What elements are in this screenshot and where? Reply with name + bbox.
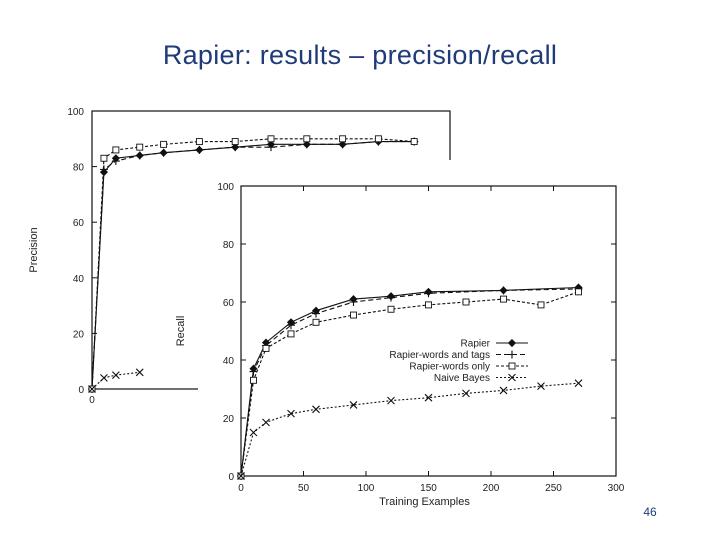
recall-data-point	[312, 318, 320, 326]
legend-marker	[508, 373, 516, 382]
recall-data-point	[312, 405, 320, 414]
precision-y-tick-label: 80	[73, 163, 85, 174]
recall-data-point	[287, 330, 295, 338]
precision-y-tick-label: 60	[73, 218, 85, 229]
recall-y-tick-label: 80	[223, 240, 235, 251]
legend-label: Naive Bayes	[434, 373, 490, 384]
recall-series-line	[240, 382, 579, 477]
legend-label: Rapier-words only	[409, 362, 490, 373]
precision-data-point	[136, 143, 144, 151]
recall-x-tick-label: 50	[298, 483, 310, 494]
precision-data-point	[267, 135, 275, 143]
recall-y-tick-label: 60	[223, 298, 235, 309]
recall-x-tick-label: 150	[420, 483, 437, 494]
recall-data-point	[262, 418, 270, 427]
recall-data-point	[500, 295, 507, 303]
recall-y-tick-label: 20	[223, 414, 235, 425]
recall-data-point	[287, 409, 295, 418]
recall-data-point	[312, 309, 320, 318]
recall-x-tick-label: 250	[545, 483, 562, 494]
recall-y-tick-label: 100	[217, 182, 234, 193]
recall-data-point	[250, 376, 257, 384]
precision-data-point	[374, 135, 382, 143]
legend-marker	[508, 362, 516, 370]
precision-data-point	[339, 135, 347, 143]
recall-data-point	[249, 428, 258, 437]
recall-data-point	[249, 367, 258, 376]
legend-marker	[507, 338, 517, 348]
recall-x-axis-label: Training Examples	[379, 496, 470, 508]
precision-y-tick-label: 20	[73, 329, 85, 340]
precision-data-point	[135, 368, 144, 377]
precision-data-point	[100, 373, 108, 382]
recall-x-tick-label: 200	[483, 483, 500, 494]
recall-data-point	[537, 301, 545, 309]
precision-series-line	[91, 138, 415, 390]
recall-data-point	[537, 382, 545, 390]
recall-data-point	[574, 379, 583, 388]
legend-label: Rapier	[461, 339, 491, 350]
precision-series-line	[91, 141, 415, 390]
precision-data-point	[160, 140, 168, 148]
precision-data-point	[231, 138, 239, 146]
recall-data-point	[387, 305, 395, 313]
precision-series-line	[91, 371, 140, 390]
slide-number: 46	[643, 505, 657, 519]
precision-x-tick-label: 0	[89, 395, 95, 406]
recall-data-point	[424, 289, 433, 298]
recall-series-line	[240, 291, 579, 477]
precision-data-point	[100, 154, 108, 162]
recall-y-axis-label: Recall	[175, 316, 187, 347]
recall-data-point	[262, 344, 270, 352]
recall-data-point	[424, 393, 433, 402]
precision-data-point	[303, 135, 311, 143]
recall-data-point	[349, 298, 358, 306]
precision-data-point	[111, 371, 120, 379]
precision-data-point	[410, 138, 418, 146]
recall-chart: 0 20 40 60 80 100 0 50 100 150 200 250 300 Training E…	[175, 160, 630, 510]
recall-data-point	[462, 389, 470, 398]
precision-y-tick-label: 0	[78, 385, 84, 396]
precision-data-point	[135, 151, 144, 160]
recall-data-point	[237, 472, 245, 480]
recall-data-point	[575, 288, 582, 296]
recall-series-line	[240, 286, 579, 477]
recall-data-point	[387, 293, 395, 302]
recall-data-point	[499, 386, 508, 395]
recall-data-point	[462, 298, 470, 306]
precision-data-point	[195, 145, 204, 154]
precision-data-point	[112, 146, 120, 154]
recall-data-point	[349, 401, 358, 409]
recall-data-point	[425, 301, 432, 309]
recall-x-tick-label: 0	[238, 483, 244, 494]
recall-y-tick-label: 40	[223, 356, 235, 367]
recall-x-tick-label: 100	[358, 483, 375, 494]
legend-label: Rapier-words and tags	[389, 350, 490, 361]
precision-y-tick-label: 100	[67, 107, 84, 118]
recall-x-tick-label: 300	[608, 483, 625, 494]
recall-data-point	[387, 396, 395, 405]
legend-marker	[508, 350, 516, 359]
recall-y-tick-label: 0	[228, 472, 234, 483]
slide-title: Rapier: results – precision/recall	[162, 40, 558, 70]
recall-data-point	[287, 321, 295, 330]
precision-axis-label: Precision	[28, 227, 40, 272]
recall-series-line	[240, 288, 579, 477]
recall-data-point	[499, 286, 508, 295]
recall-plot-frame	[240, 185, 617, 477]
recall-data-point	[350, 311, 357, 319]
precision-y-tick-label: 40	[73, 274, 85, 285]
precision-data-point	[88, 385, 96, 393]
precision-data-point	[195, 138, 203, 146]
precision-data-point	[159, 148, 168, 157]
precision-data-point	[267, 143, 275, 152]
precision-data-point	[111, 157, 120, 166]
